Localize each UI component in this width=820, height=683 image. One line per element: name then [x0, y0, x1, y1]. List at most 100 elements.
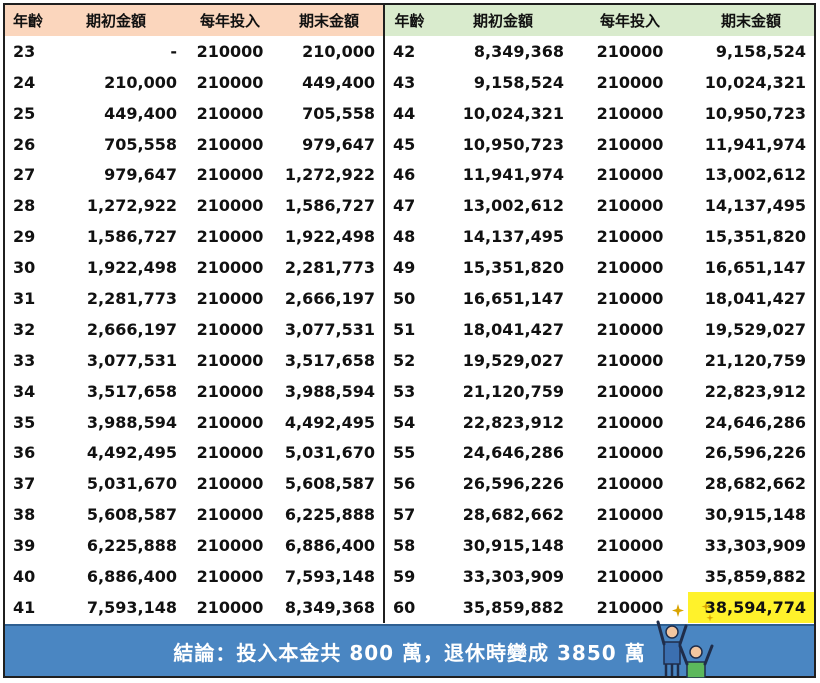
start-amount-cell: 13,002,612: [462, 196, 564, 216]
age-cell: 30: [13, 258, 36, 278]
table-row: 38 5,608,587 210000 6,225,888 57 28,682,662 21…: [5, 499, 814, 531]
start-amount-cell: -: [170, 41, 177, 61]
table-row: 25 449,400 210000 705,558 44 10,024,321 210000…: [5, 97, 814, 129]
age-cell: 31: [13, 288, 36, 308]
start-amount-cell: 18,041,427: [462, 319, 564, 339]
start-amount-cell: 1,586,727: [86, 227, 177, 247]
annual-input-cell: 210000: [596, 597, 664, 617]
end-amount-cell: 1,586,727: [275, 190, 385, 222]
start-amount-cell: 5,608,587: [86, 505, 177, 525]
table-row: 24 210,000 210000 449,400 43 9,158,524 210000 1…: [5, 66, 814, 98]
annual-input-cell: 210000: [596, 41, 664, 61]
end-amount-cell: 3,077,531: [275, 313, 385, 345]
end-amount-cell: 449,400: [275, 66, 385, 98]
age-cell: 36: [13, 443, 36, 463]
end-amount-cell: 33,303,909: [704, 536, 806, 556]
age-cell: 25: [13, 103, 36, 123]
end-amount-cell: 10,024,321: [704, 72, 806, 92]
annual-input-cell: 210000: [196, 196, 264, 216]
start-amount-cell: 8,349,368: [473, 41, 564, 61]
start-amount-cell: 35,859,882: [462, 597, 564, 617]
annual-input-cell: 210000: [196, 319, 264, 339]
age-cell: 29: [13, 227, 36, 247]
header-age-left: 年齡: [5, 5, 47, 36]
table-row: 23-210000 210,000 42 8,349,368 210000 9,158,5…: [5, 35, 814, 67]
annual-input-cell: 210000: [196, 134, 264, 154]
header-end-amount-left: 期末金額: [275, 5, 385, 36]
annual-input-cell: 210000: [596, 505, 664, 525]
table-row: 28 1,272,922 210000 1,586,727 47 13,002,612 21…: [5, 190, 814, 222]
header-start-amount-left: 期初金額: [47, 5, 185, 36]
table-row: 33 3,077,531 210000 3,517,658 52 19,529,027 21…: [5, 344, 814, 376]
header-end-amount-right: 期末金額: [688, 5, 814, 36]
end-amount-cell: 30,915,148: [704, 505, 806, 525]
annual-input-cell: 210000: [596, 134, 664, 154]
annual-input-cell: 210000: [196, 505, 264, 525]
start-amount-cell: 24,646,286: [462, 443, 564, 463]
annual-input-cell: 210000: [596, 72, 664, 92]
start-amount-cell: 11,941,974: [462, 165, 564, 185]
age-cell: 60: [393, 597, 416, 617]
table-row: 41 7,593,148 210000 8,349,368 60 35,859,882 21…: [5, 591, 814, 623]
age-cell: 39: [13, 536, 36, 556]
end-amount-cell: 18,041,427: [704, 288, 806, 308]
start-amount-cell: 6,225,888: [86, 536, 177, 556]
end-amount-cell: 26,596,226: [704, 443, 806, 463]
age-cell: 26: [13, 134, 36, 154]
end-amount-cell: 11,941,974: [704, 134, 806, 154]
table-row: 30 1,922,498 210000 2,281,773 49 15,351,820 21…: [5, 252, 814, 284]
age-cell: 45: [393, 134, 416, 154]
investment-growth-table: 年齡 期初金額 每年投入 期末金額 年齡 期初金額 每年投入 期末金額 23-2…: [5, 5, 814, 623]
end-amount-cell: 5,031,670: [275, 437, 385, 469]
age-cell: 41: [13, 597, 36, 617]
annual-input-cell: 210000: [596, 165, 664, 185]
annual-input-cell: 210000: [596, 258, 664, 278]
end-amount-cell: 210,000: [275, 35, 385, 67]
annual-input-cell: 210000: [196, 165, 264, 185]
age-cell: 49: [393, 258, 416, 278]
start-amount-cell: 4,492,495: [86, 443, 177, 463]
table-row: 35 3,988,594 210000 4,492,495 54 22,823,912 21…: [5, 406, 814, 438]
age-cell: 40: [13, 566, 36, 586]
annual-input-cell: 210000: [596, 319, 664, 339]
end-amount-cell: 28,682,662: [704, 474, 806, 494]
annual-input-cell: 210000: [196, 350, 264, 370]
annual-input-cell: 210000: [596, 350, 664, 370]
age-cell: 35: [13, 412, 36, 432]
start-amount-cell: 14,137,495: [462, 227, 564, 247]
table-row: 26 705,558 210000 979,647 45 10,950,723 210000…: [5, 128, 814, 160]
start-amount-cell: 33,303,909: [462, 566, 564, 586]
age-cell: 57: [393, 505, 416, 525]
end-amount-cell: 705,558: [275, 97, 385, 129]
table-row: 36 4,492,495 210000 5,031,670 55 24,646,286 21…: [5, 437, 814, 469]
age-cell: 58: [393, 536, 416, 556]
age-cell: 38: [13, 505, 36, 525]
age-cell: 59: [393, 566, 416, 586]
age-cell: 56: [393, 474, 416, 494]
end-amount-cell: 15,351,820: [704, 227, 806, 247]
end-amount-cell: 5,608,587: [275, 468, 385, 500]
start-amount-cell: 26,596,226: [462, 474, 564, 494]
age-cell: 37: [13, 474, 36, 494]
start-amount-cell: 28,682,662: [462, 505, 564, 525]
start-amount-cell: 2,281,773: [86, 288, 177, 308]
age-cell: 47: [393, 196, 416, 216]
start-amount-cell: 9,158,524: [473, 72, 564, 92]
age-cell: 55: [393, 443, 416, 463]
annual-input-cell: 210000: [196, 288, 264, 308]
table-body: 23 - 210000 210,000 42 8,349,368 210000 9,158,5…: [5, 35, 814, 623]
conclusion-text: 結論：投入本金共 800 萬，退休時變成 3850 萬: [173, 640, 646, 665]
start-amount-cell: 3,988,594: [86, 412, 177, 432]
annual-input-cell: 210000: [596, 412, 664, 432]
annual-input-cell: 210000: [196, 412, 264, 432]
age-cell: 54: [393, 412, 416, 432]
end-amount-cell: 22,823,912: [704, 381, 806, 401]
start-amount-cell: 22,823,912: [462, 412, 564, 432]
header-age-right: 年齡: [384, 5, 434, 36]
annual-input-cell: 210000: [596, 288, 664, 308]
start-amount-cell: 10,950,723: [462, 134, 564, 154]
table-row: 27 979,647 210000 1,272,922 46 11,941,974 2100…: [5, 159, 814, 191]
start-amount-cell: 5,031,670: [86, 474, 177, 494]
age-cell: 46: [393, 165, 416, 185]
end-amount-cell: 8,349,368: [275, 591, 385, 623]
